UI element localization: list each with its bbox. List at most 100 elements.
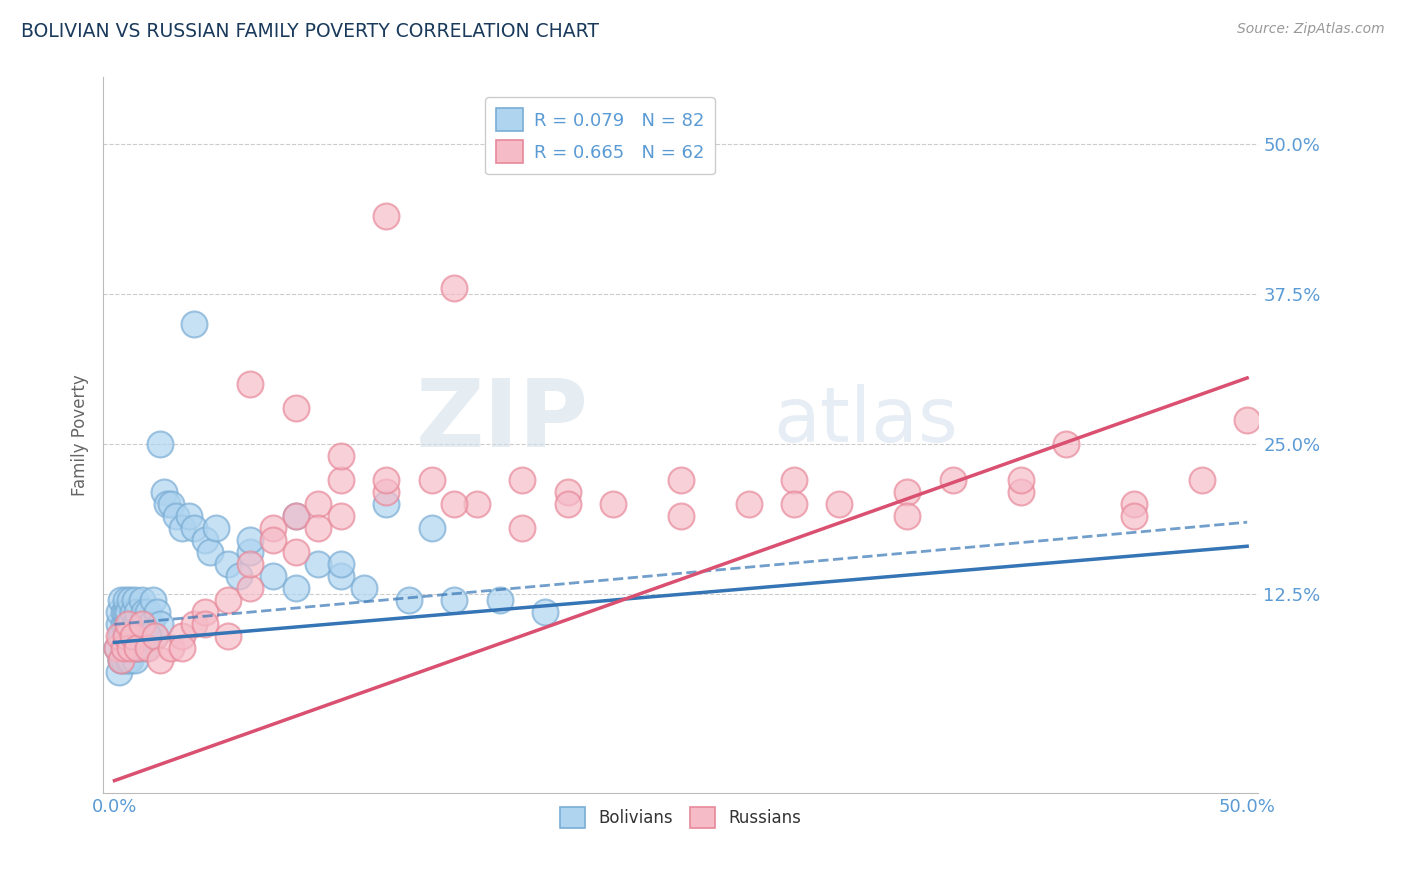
Point	[112, 641, 135, 656]
Point	[443, 593, 465, 607]
Point	[1010, 473, 1032, 487]
Point	[146, 605, 169, 619]
Point	[262, 533, 284, 548]
Point	[239, 582, 262, 596]
Point	[131, 617, 153, 632]
Point	[139, 617, 162, 632]
Point	[142, 593, 165, 607]
Point	[114, 605, 136, 619]
Point	[239, 558, 262, 572]
Point	[127, 641, 149, 656]
Point	[183, 317, 205, 331]
Point	[284, 509, 307, 524]
Point	[239, 533, 262, 548]
Point	[138, 629, 160, 643]
Point	[114, 617, 136, 632]
Point	[510, 473, 533, 487]
Point	[160, 641, 183, 656]
Point	[330, 558, 353, 572]
Point	[135, 617, 157, 632]
Point	[121, 605, 143, 619]
Point	[143, 629, 166, 643]
Point	[262, 521, 284, 535]
Point	[172, 629, 194, 643]
Point	[120, 641, 142, 656]
Point	[117, 641, 139, 656]
Point	[375, 473, 398, 487]
Text: BOLIVIAN VS RUSSIAN FAMILY POVERTY CORRELATION CHART: BOLIVIAN VS RUSSIAN FAMILY POVERTY CORRE…	[21, 22, 599, 41]
Point	[198, 545, 221, 559]
Point	[143, 629, 166, 643]
Point	[942, 473, 965, 487]
Point	[138, 605, 160, 619]
Point	[284, 545, 307, 559]
Point	[105, 641, 128, 656]
Point	[117, 617, 139, 632]
Point	[127, 641, 149, 656]
Point	[128, 641, 150, 656]
Point	[132, 605, 155, 619]
Point	[443, 281, 465, 295]
Point	[284, 582, 307, 596]
Point	[165, 509, 187, 524]
Point	[465, 497, 488, 511]
Point	[557, 485, 579, 500]
Point	[488, 593, 510, 607]
Point	[112, 641, 135, 656]
Point	[120, 593, 142, 607]
Point	[217, 629, 239, 643]
Point	[353, 582, 375, 596]
Point	[307, 521, 329, 535]
Point	[135, 641, 157, 656]
Point	[896, 485, 918, 500]
Point	[153, 485, 176, 500]
Point	[420, 473, 443, 487]
Point	[124, 653, 146, 667]
Point	[108, 617, 131, 632]
Point	[120, 617, 142, 632]
Point	[330, 473, 353, 487]
Point	[112, 617, 135, 632]
Point	[398, 593, 420, 607]
Point	[228, 569, 250, 583]
Point	[602, 497, 624, 511]
Text: ZIP: ZIP	[416, 375, 588, 467]
Point	[114, 593, 136, 607]
Point	[1054, 437, 1077, 451]
Point	[110, 653, 132, 667]
Point	[149, 437, 172, 451]
Point	[149, 617, 172, 632]
Point	[534, 605, 557, 619]
Point	[105, 641, 128, 656]
Point	[669, 509, 692, 524]
Point	[132, 629, 155, 643]
Point	[307, 497, 329, 511]
Point	[828, 497, 851, 511]
Point	[121, 629, 143, 643]
Point	[738, 497, 761, 511]
Point	[510, 521, 533, 535]
Point	[155, 497, 177, 511]
Point	[330, 509, 353, 524]
Point	[284, 509, 307, 524]
Point	[131, 617, 153, 632]
Point	[110, 593, 132, 607]
Point	[375, 485, 398, 500]
Text: Source: ZipAtlas.com: Source: ZipAtlas.com	[1237, 22, 1385, 37]
Point	[114, 641, 136, 656]
Point	[121, 629, 143, 643]
Point	[132, 629, 155, 643]
Point	[108, 605, 131, 619]
Point	[172, 521, 194, 535]
Point	[121, 641, 143, 656]
Point	[112, 653, 135, 667]
Point	[420, 521, 443, 535]
Point	[138, 641, 160, 656]
Point	[108, 665, 131, 680]
Point	[307, 558, 329, 572]
Point	[120, 641, 142, 656]
Point	[110, 653, 132, 667]
Point	[205, 521, 228, 535]
Legend: Bolivians, Russians: Bolivians, Russians	[554, 801, 808, 834]
Point	[1236, 413, 1258, 427]
